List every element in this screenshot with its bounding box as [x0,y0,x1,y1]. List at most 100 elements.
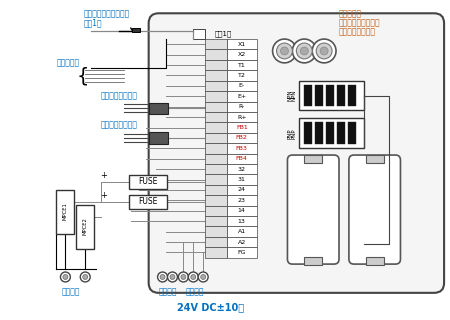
Bar [205,143,227,154]
Bar [205,237,227,247]
Circle shape [277,43,292,59]
Bar [205,247,227,258]
Bar [304,85,312,107]
Circle shape [300,47,308,55]
Bar [205,227,227,237]
Text: FUSE: FUSE [138,197,158,206]
Bar [205,70,227,81]
Bar [348,122,356,144]
Text: 13: 13 [238,219,246,224]
Text: MPCE1: MPCE1 [63,203,68,220]
Circle shape [280,47,288,55]
Bar [205,60,227,70]
Circle shape [198,272,208,282]
Bar [227,91,256,101]
Text: +: + [101,172,108,180]
FancyBboxPatch shape [148,13,444,293]
Text: （注1）: （注1） [215,31,232,37]
Text: 投光器側コネクタ: 投光器側コネクタ [101,91,138,100]
Bar [205,216,227,227]
Bar [227,122,256,133]
Text: 受光器側コネクタ: 受光器側コネクタ [101,121,138,130]
Text: 24: 24 [238,188,246,193]
Text: FUSE: FUSE [138,177,158,186]
Bar [304,257,322,265]
Circle shape [312,39,336,63]
FancyBboxPatch shape [349,155,400,264]
Bar [299,81,364,110]
Bar [227,101,256,112]
Bar [205,164,227,174]
Bar [227,227,256,237]
Circle shape [63,275,68,279]
Text: セーフティ: セーフティ [339,10,362,19]
Circle shape [60,272,70,282]
Circle shape [181,275,186,279]
Circle shape [316,43,332,59]
Text: 31: 31 [238,177,246,182]
Bar [129,175,166,189]
Text: 23: 23 [238,198,246,203]
Bar [76,204,94,249]
Circle shape [292,39,316,63]
Bar [227,50,256,60]
Text: 安全出力: 安全出力 [62,287,81,296]
Text: +: + [101,191,108,200]
Bar [304,122,312,144]
Bar [326,85,334,107]
Text: FB2: FB2 [236,135,248,140]
Circle shape [178,272,188,282]
Bar [205,195,227,206]
Bar [57,190,74,234]
Circle shape [167,272,177,282]
Text: ライトカーテン入力: ライトカーテン入力 [339,19,381,28]
Bar [315,85,323,107]
Bar [227,237,256,247]
Bar [299,118,364,148]
Bar [148,132,168,144]
Bar [194,29,205,39]
Bar [366,257,383,265]
Text: A1: A1 [238,229,246,234]
Text: FG: FG [238,250,246,255]
Bar [227,133,256,143]
Bar [129,195,166,209]
Text: NPN: NPN [292,90,297,101]
Text: MPCE2: MPCE2 [83,218,88,235]
Bar [337,122,345,144]
Circle shape [297,43,312,59]
Text: R+: R+ [237,115,247,120]
Text: FB4: FB4 [236,156,248,161]
Bar [227,216,256,227]
Bar [132,28,140,32]
Text: 電源入力: 電源入力 [186,287,204,296]
Text: （注1）: （注1） [83,19,102,28]
Bar [227,60,256,70]
Bar [227,247,256,258]
Bar [205,133,227,143]
Circle shape [170,275,175,279]
Text: T2: T2 [238,73,246,78]
Text: 24V DC±10％: 24V DC±10％ [176,302,244,312]
Bar [205,101,227,112]
Text: A2: A2 [238,240,246,244]
Bar [205,39,227,50]
Text: FB1: FB1 [236,125,248,130]
Circle shape [80,272,90,282]
Text: FB3: FB3 [236,146,248,151]
Bar [315,122,323,144]
Bar [366,155,383,163]
Circle shape [273,39,297,63]
Bar [227,154,256,164]
Text: 干渉防止線: 干渉防止線 [56,58,79,67]
Circle shape [191,275,196,279]
Bar [205,174,227,185]
Bar [227,164,256,174]
Bar [227,112,256,122]
Text: PNP: PNP [288,128,292,139]
Bar [326,122,334,144]
Bar [205,50,227,60]
Text: 極性選択スイッチ: 極性選択スイッチ [339,28,376,36]
Circle shape [201,275,206,279]
Bar [205,185,227,195]
